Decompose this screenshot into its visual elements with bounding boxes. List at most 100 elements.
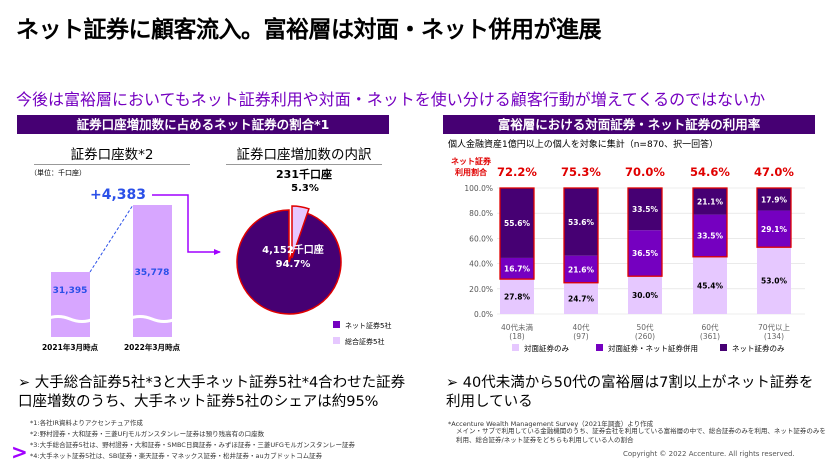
category-count: (97) <box>573 332 588 341</box>
survey-source-note: メイン・サブで利用している金融機関のうち、証券会社を利用している富裕層の中で、総… <box>456 427 826 444</box>
bar-segment <box>500 187 534 258</box>
net-usage-label-2: 利用割合 <box>454 167 488 177</box>
segment-label: 27.8% <box>504 292 531 301</box>
survey-note: 個人金融資産1億円以上の個人を対象に集計（n=870、択一回答） <box>448 140 719 150</box>
legend-net: ネット証券5社 <box>345 321 391 330</box>
pie-label-net: 4,152千口座 <box>262 243 324 256</box>
category-2021: 2021年3月時点 <box>42 342 99 352</box>
segment-label: 36.5% <box>632 249 659 258</box>
net-usage-value: 75.3% <box>561 165 601 179</box>
value-label-2022: 35,778 <box>135 268 170 278</box>
category-label: 40代未満 <box>501 322 534 332</box>
breakdown-chart-title: 証券口座増加数の内訳 <box>226 143 382 165</box>
footnote-1: *1:各社IR資料よりアクセンチュア作成 <box>30 419 143 427</box>
net-usage-label-1: ネット証券 <box>451 156 492 166</box>
segment-label: 30.0% <box>632 291 659 300</box>
y-tick-label: 100.0% <box>464 184 493 193</box>
bar-2021 <box>51 272 90 337</box>
category-label: 70代以上 <box>758 322 791 332</box>
bar-segment <box>757 247 791 314</box>
category-label: 40代 <box>572 322 590 332</box>
footnote-2: *2:野村證券・大和証券・三菱UFJモルガンスタンレー証券は預り残高有の口座数 <box>30 430 265 438</box>
left-section-header: 証券口座増加数に占めるネット証券の割合*1 <box>17 115 389 134</box>
segment-label: 24.7% <box>568 294 595 303</box>
axis-break <box>45 315 177 323</box>
bar-segment <box>693 188 727 215</box>
page-subtitle: 今後は富裕層においてもネット証券利用や対面・ネットを使い分ける顧客行動が増えてく… <box>16 90 766 109</box>
bar-segment <box>628 188 662 231</box>
arrow-head-icon <box>214 249 221 255</box>
page-title: ネット証券に顧客流入。富裕層は対面・ネット併用が進展 <box>16 17 602 43</box>
net-usage-value: 72.2% <box>497 165 537 179</box>
flow-arrow <box>152 194 220 253</box>
net-usage-value: 47.0% <box>754 165 794 179</box>
footnote-3: *3:大手総合証券5社は、野村證券・大和証券・SMBC日興証券・みずほ証券・三菱… <box>30 441 356 449</box>
right-section-header: 富裕層における対面証券・ネット証券の利用率 <box>443 115 815 134</box>
legend-general: 総合証券5社 <box>345 337 384 346</box>
legend-swatch <box>512 344 519 351</box>
net-usage-outline <box>692 187 728 258</box>
category-label: 50代 <box>636 322 654 332</box>
segment-label: 21.1% <box>697 197 724 206</box>
bar-segment <box>500 278 534 314</box>
legend-label: ネット証券のみ <box>732 343 785 353</box>
legend-label: 対面証券のみ <box>524 343 569 353</box>
segment-label: 45.4% <box>697 281 724 290</box>
category-count: (361) <box>700 332 720 341</box>
bar-segment <box>693 256 727 314</box>
segment-label: 17.9% <box>761 195 788 204</box>
y-tick-label: 60.0% <box>469 234 493 243</box>
accenture-logo-icon: > <box>11 440 28 464</box>
segment-label: 21.6% <box>568 265 595 274</box>
segment-label: 16.7% <box>504 264 531 273</box>
segment-label: 29.1% <box>761 225 788 234</box>
net-usage-value: 54.6% <box>690 165 730 179</box>
left-bullet: ➢ 大手総合証券5社*3と大手ネット証券5社*4合わせた証券口座増数のうち、大手… <box>18 375 406 410</box>
bar-segment <box>628 276 662 314</box>
footnote-4: *4:大手ネット証券5社は、SBI証券・楽天証券・マネックス証券・松井証券・au… <box>30 452 323 460</box>
y-tick-label: 0.0% <box>474 310 493 319</box>
segment-label: 33.5% <box>632 205 659 214</box>
increase-line <box>89 204 134 273</box>
survey-source: *Accenture Wealth Management Survey（2021… <box>448 420 654 428</box>
pie-slice <box>236 209 342 315</box>
legend-swatch-general <box>333 337 340 344</box>
pie-pct-general: 5.3% <box>291 183 319 194</box>
segment-label: 33.5% <box>697 232 724 241</box>
category-count: (260) <box>635 332 655 341</box>
legend-swatch <box>720 344 727 351</box>
y-tick-label: 20.0% <box>469 285 493 294</box>
category-2022: 2022年3月時点 <box>124 342 181 352</box>
pie-label-general: 231千口座 <box>276 167 332 181</box>
bar-segment <box>757 188 791 211</box>
bar-segment <box>757 210 791 248</box>
legend-label: 対面証券・ネット証券併用 <box>608 343 698 353</box>
category-count: (134) <box>764 332 784 341</box>
net-usage-outline <box>756 187 792 248</box>
unit-label: （単位：千口座） <box>30 169 86 177</box>
pie-chart <box>236 205 342 315</box>
pie-pct-net: 94.7% <box>276 259 311 270</box>
net-usage-outline <box>563 187 599 284</box>
bar-segment <box>564 255 598 283</box>
net-usage-value: 70.0% <box>625 165 665 179</box>
bar-segment <box>500 257 534 279</box>
legend-swatch-net <box>333 321 340 328</box>
left-bullet-text: 大手総合証券5社*3と大手ネット証券5社*4合わせた証券口座増数のうち、大手ネッ… <box>18 375 406 410</box>
segment-label: 53.6% <box>568 218 595 227</box>
increase-label: +4,383 <box>90 187 146 203</box>
y-tick-label: 40.0% <box>469 260 493 269</box>
y-tick-label: 80.0% <box>469 209 493 218</box>
net-usage-outline <box>627 187 663 277</box>
right-bullet: ➢ 40代未満から50代の富裕層は7割以上がネット証券を利用している <box>446 375 814 410</box>
category-label: 60代 <box>701 322 719 332</box>
segment-label: 53.0% <box>761 277 788 286</box>
net-usage-outline <box>499 187 535 280</box>
accounts-charts: 31,395 35,778 +4,383 2021年3月時点 2022年3月時点… <box>42 167 392 352</box>
usage-chart: ネット証券 利用割合 0.0% 20.0% 40.0% 60.0% 80.0% 100.0… <box>451 156 805 353</box>
pie-slice <box>291 205 310 259</box>
right-bullet-text: 40代未満から50代の富裕層は7割以上がネット証券を利用している <box>446 375 814 410</box>
accounts-chart-title: 証券口座数*2 <box>34 143 190 165</box>
legend-swatch <box>596 344 603 351</box>
bar-segment <box>693 214 727 257</box>
